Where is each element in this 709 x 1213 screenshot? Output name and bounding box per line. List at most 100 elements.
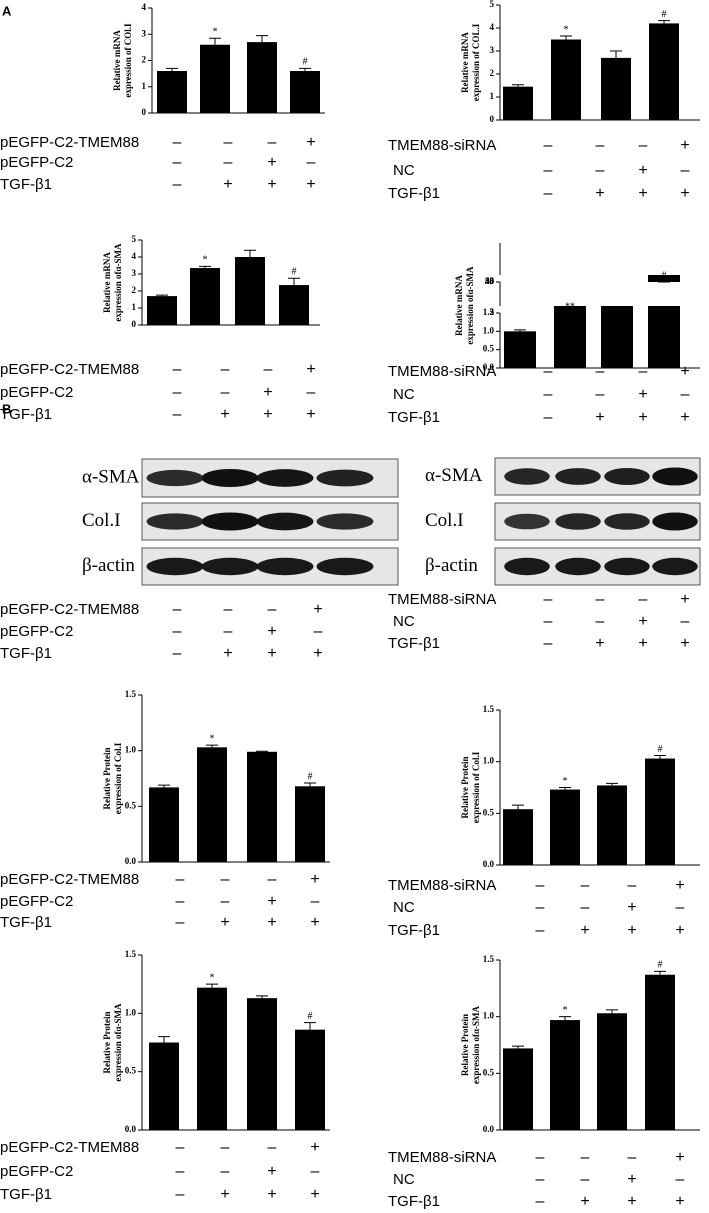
treatment-name: TGF-β1: [388, 185, 440, 202]
error-bar: [206, 983, 218, 988]
error-bar: [256, 995, 268, 999]
significance-mark: #: [658, 960, 663, 971]
y-tick-label: 30: [485, 276, 495, 286]
significance-mark: #: [662, 9, 667, 20]
y-tick-label: 1: [142, 81, 147, 91]
significance-mark: *: [563, 776, 568, 787]
treatment-sign: –: [221, 361, 230, 378]
treatment-sign: –: [581, 877, 590, 894]
treatment-sign: +: [220, 914, 229, 931]
treatment-sign: –: [681, 162, 690, 179]
treatment-sign: +: [310, 1186, 319, 1203]
error-bar: [256, 750, 268, 752]
treatment-sign: –: [221, 871, 230, 888]
blot-band: [146, 557, 204, 576]
treatment-name: pEGFP-C2-TMEM88: [0, 361, 139, 378]
treatment-name: NC: [393, 613, 415, 630]
treatment-sign: +: [680, 363, 689, 380]
treatment-sign: +: [638, 635, 647, 652]
y-tick-label: 1: [132, 302, 137, 312]
treatment-sign: –: [544, 613, 553, 630]
y-tick-label: 4: [142, 2, 147, 12]
blot-band: [555, 557, 601, 576]
treatment-sign: –: [268, 871, 277, 888]
blot-band: [201, 469, 259, 487]
error-bar: [288, 277, 300, 286]
blot-band: [555, 513, 601, 530]
y-tick-label: 0.0: [125, 1124, 137, 1134]
error-bar: [244, 249, 256, 257]
error-bar: [512, 1045, 524, 1049]
treatment-sign: –: [536, 1193, 545, 1210]
treatment-sign: +: [220, 1186, 229, 1203]
error-bar: [304, 1022, 316, 1030]
treatment-sign: +: [580, 922, 589, 939]
blot-band: [604, 557, 650, 576]
error-bar: [559, 787, 571, 790]
y-tick-label: 4: [132, 251, 137, 261]
treatment-name: TGF-β1: [0, 645, 52, 662]
treatment-sign: –: [173, 384, 182, 401]
y-axis-label: Relative Protein: [102, 747, 112, 809]
y-tick-label: 3: [142, 28, 147, 38]
significance-mark: #: [292, 267, 297, 278]
treatment-sign: –: [176, 893, 185, 910]
treatment-sign: +: [627, 1171, 636, 1188]
treatment-sign: +: [223, 176, 232, 193]
error-bar: [512, 804, 524, 810]
blot-band: [316, 557, 374, 576]
y-axis-label: expression of COl.I: [123, 23, 133, 98]
y-tick-label: 1.5: [125, 949, 137, 959]
treatment-sign: –: [639, 137, 648, 154]
blot-label: β-actin: [425, 555, 478, 576]
significance-mark: *: [203, 255, 208, 266]
y-tick-label: 1.5: [483, 307, 495, 317]
bar: [645, 758, 675, 865]
treatment-sign: –: [173, 645, 182, 662]
treatment-sign: +: [267, 645, 276, 662]
blot-band: [201, 512, 259, 531]
blot-band: [504, 513, 550, 530]
treatment-sign: –: [173, 361, 182, 378]
bar: [503, 86, 533, 120]
treatment-sign: +: [267, 154, 276, 171]
treatment-sign: –: [681, 613, 690, 630]
treatment-sign: +: [680, 137, 689, 154]
bar: [504, 331, 536, 368]
y-tick-label: 1.0: [125, 745, 137, 755]
blot-band: [652, 557, 698, 576]
bar: [247, 751, 277, 862]
error-bar: [658, 20, 670, 24]
treatment-sign: –: [173, 406, 182, 423]
treatment-sign: +: [680, 185, 689, 202]
bar: [235, 257, 265, 325]
bar: [597, 1013, 627, 1130]
blot-band: [316, 513, 374, 530]
y-tick-label: 1.0: [483, 1011, 495, 1021]
treatment-sign: +: [638, 162, 647, 179]
treatment-sign: +: [638, 409, 647, 426]
treatment-sign: +: [675, 1193, 684, 1210]
treatment-sign: +: [675, 877, 684, 894]
y-tick-label: 0.5: [483, 1067, 495, 1077]
treatment-name: NC: [393, 1171, 415, 1188]
y-tick-label: 2: [490, 68, 495, 78]
treatment-sign: +: [680, 635, 689, 652]
treatment-sign: –: [224, 601, 233, 618]
bar: [149, 1042, 179, 1130]
y-axis-label: expression of Col.I: [471, 751, 481, 823]
treatment-sign: –: [544, 635, 553, 652]
treatment-sign: –: [268, 1139, 277, 1156]
treatment-sign: +: [310, 871, 319, 888]
treatment-name: TGF-β1: [388, 409, 440, 426]
treatment-sign: –: [581, 899, 590, 916]
blot-band: [604, 467, 650, 486]
treatment-name: TMEM88-siRNA: [388, 877, 496, 894]
treatment-name: TGF-β1: [0, 1186, 52, 1203]
treatment-name: TMEM88-siRNA: [388, 1149, 496, 1166]
y-tick-label: 1.5: [125, 689, 137, 699]
significance-mark: #: [303, 57, 308, 68]
blot-band: [504, 557, 550, 576]
bar: [290, 71, 320, 113]
bar: [648, 306, 680, 313]
